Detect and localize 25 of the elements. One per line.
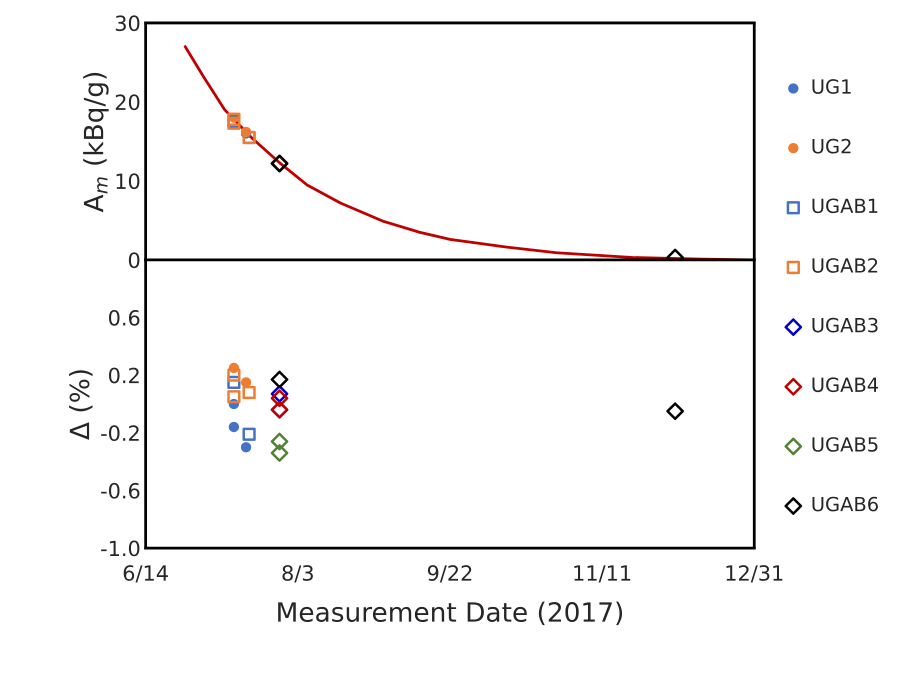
y-tick-label: 0.2 [109, 368, 139, 384]
legend-label: UGAB6 [812, 496, 878, 512]
legend-label: UGAB1 [812, 198, 878, 214]
x-tick-label: 11/11 [574, 565, 630, 583]
y-tick-label: 30 [116, 15, 140, 32]
y-tick-label: 0 [128, 252, 140, 268]
y-tick-label: 10 [116, 173, 140, 190]
legend-label: UG2 [812, 138, 851, 154]
y-tick-label: 20 [116, 94, 140, 110]
x-tick-label: 9/22 [428, 565, 472, 583]
legend-label: UG1 [812, 79, 851, 94]
x-tick-label: 12/31 [726, 565, 782, 583]
legend-label: UGAB2 [812, 258, 878, 273]
legend-label: UGAB5 [812, 437, 878, 452]
y-tick-label: 0.6 [109, 310, 140, 326]
legend-label: UGAB4 [812, 377, 878, 392]
y-axis-title: Δ (%) [69, 370, 93, 440]
x-tick-label: 8/3 [282, 565, 313, 583]
y-tick-label: -0.2 [101, 425, 139, 442]
legend-label: UGAB3 [812, 318, 878, 332]
y-tick-label: -1.0 [101, 540, 140, 556]
y-axis-title: A$_{m}$ (kBq/g) [83, 72, 109, 212]
x-tick-label: 6/14 [124, 565, 168, 583]
x-axis-title: Measurement Date (2017) [278, 602, 622, 626]
y-tick-label: -0.6 [101, 482, 140, 499]
